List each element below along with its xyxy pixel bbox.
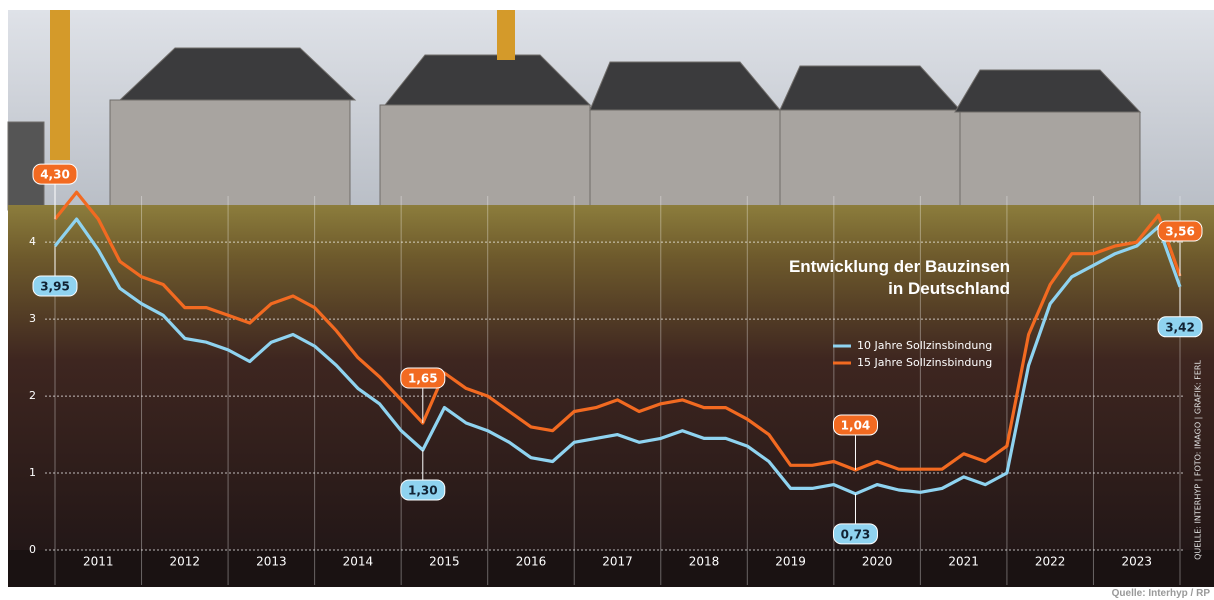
x-tick-label: 2011 [83, 555, 114, 569]
legend-label: 15 Jahre Sollzinsbindung [857, 356, 992, 369]
data-label: 1,65 [408, 372, 438, 386]
x-axis-band [8, 550, 1214, 587]
series-line [53, 190, 1182, 472]
x-tick-label: 2023 [1121, 555, 1152, 569]
label-box [400, 367, 446, 389]
x-tick-label: 2022 [1035, 555, 1066, 569]
x-tick-label: 2013 [256, 555, 287, 569]
label-box [32, 275, 78, 297]
data-label: 0,73 [841, 527, 871, 541]
y-tick-label: 1 [29, 466, 36, 479]
data-label: 1,30 [408, 483, 438, 497]
label-box [32, 163, 78, 185]
label-box [832, 523, 878, 545]
label-box [832, 414, 878, 436]
series-line [53, 217, 1182, 496]
field [8, 205, 1214, 550]
y-tick-label: 0 [29, 543, 36, 556]
label-box [400, 479, 446, 501]
data-label: 3,95 [40, 280, 70, 294]
x-tick-label: 2017 [602, 555, 633, 569]
x-tick-label: 2019 [775, 555, 806, 569]
chart-title: Entwicklung der Bauzinsen in Deutschland [788, 257, 1010, 298]
x-tick-label: 2014 [343, 555, 374, 569]
source: Quelle: Interhyp / RP [1111, 588, 1210, 599]
houses [7, 10, 1142, 211]
y-tick-label: 3 [29, 312, 36, 325]
y-tick-label: 2 [29, 389, 36, 402]
data-label: 3,56 [1165, 225, 1195, 239]
label-box [1157, 316, 1203, 338]
data-label: 4,30 [40, 168, 70, 182]
data-label: 3,42 [1165, 320, 1195, 334]
data-label: 1,04 [841, 418, 871, 432]
legend-label: 10 Jahre Sollzinsbindung [857, 339, 992, 352]
credits: QUELLE: INTERHYP | FOTO: IMAGO | GRAFIK:… [1194, 360, 1203, 560]
x-tick-label: 2016 [516, 555, 547, 569]
y-tick-label: 4 [29, 235, 36, 248]
x-tick-label: 2018 [689, 555, 720, 569]
x-tick-label: 2021 [948, 555, 979, 569]
x-tick-label: 2015 [429, 555, 460, 569]
label-box [1157, 220, 1203, 242]
x-tick-label: 2020 [862, 555, 893, 569]
x-tick-label: 2012 [170, 555, 201, 569]
